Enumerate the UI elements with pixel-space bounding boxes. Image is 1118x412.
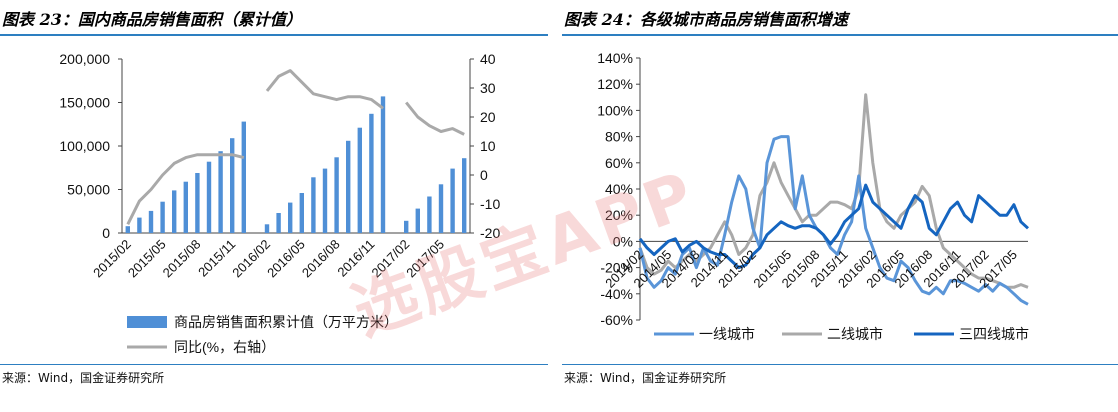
series-line-2 xyxy=(638,93,1029,289)
area-bar xyxy=(427,196,432,233)
legend-bar-label: 商品房销售面积累计值（万平方米） xyxy=(174,314,398,330)
right-bottom-rule xyxy=(562,364,1118,365)
left-bottom-rule xyxy=(0,364,548,365)
y-tick-label: 20% xyxy=(605,207,633,223)
legend-bar-swatch xyxy=(127,316,167,328)
area-bar xyxy=(137,217,142,233)
right-y-tick-label: 40 xyxy=(480,51,496,67)
series-line-3 xyxy=(638,183,1030,270)
area-bar xyxy=(125,226,130,233)
area-bar xyxy=(218,151,223,233)
right-source-note: 来源：Wind，国金证券研究所 xyxy=(564,371,727,385)
area-bar xyxy=(357,127,362,233)
y-tick-label: 60% xyxy=(605,155,633,171)
area-bar xyxy=(322,168,328,233)
area-bar xyxy=(380,96,386,234)
x-tick-label: 2016/08 xyxy=(299,237,343,281)
right-chart: -60%-40%-20%0%20%40%60%80%100%120%140%20… xyxy=(597,50,1030,342)
right-y-tick-label: 20 xyxy=(480,109,496,125)
right-y-tick-label: 10 xyxy=(480,138,496,154)
area-bar xyxy=(299,193,304,233)
right-y-tick-label: 30 xyxy=(480,80,496,96)
right-y-tick-label: -20 xyxy=(480,225,500,241)
x-tick-label: 2015/05 xyxy=(125,237,169,281)
area-bar xyxy=(264,224,270,233)
left-y-tick-label: 50,000 xyxy=(67,182,110,198)
area-bar xyxy=(311,177,316,233)
area-bar xyxy=(334,157,339,233)
area-bar xyxy=(346,140,351,233)
legend-label-2: 二线城市 xyxy=(827,326,883,342)
area-bar xyxy=(172,190,177,233)
area-bar xyxy=(450,168,455,233)
legend-label-1: 一线城市 xyxy=(699,326,755,342)
y-tick-label: 0% xyxy=(613,233,633,249)
yoy-line xyxy=(265,69,384,110)
y-tick-label: 140% xyxy=(597,50,633,66)
right-panel: 图表 24：各级城市商品房销售面积增速 -60% -40% -20% 0% 20% 40%… xyxy=(562,0,1118,412)
y-tick-label: 80% xyxy=(605,129,633,145)
area-bar xyxy=(404,220,409,233)
x-tick-label: 2015/08 xyxy=(160,237,204,281)
left-y-tick-label: 150,000 xyxy=(59,95,110,111)
x-tick-label: 2016/02 xyxy=(229,237,273,281)
left-y-tick-label: 100,000 xyxy=(59,138,110,154)
area-bar xyxy=(206,161,212,233)
area-bar xyxy=(148,210,154,233)
left-top-rule xyxy=(0,34,548,36)
area-bar xyxy=(183,181,188,233)
left-source-note: 来源：Wind，国金证券研究所 xyxy=(2,371,165,385)
y-tick-label: -40% xyxy=(600,286,633,302)
y-tick-label: -60% xyxy=(600,312,633,328)
y-tick-label: -20% xyxy=(600,260,633,276)
x-tick-label: 2017/05 xyxy=(403,237,447,281)
right-y-tick-label: 0 xyxy=(480,167,488,183)
area-bar xyxy=(195,173,200,233)
left-chart: 0 50,000 100,000 150,000 200,000 -20 -10 0 10 20 3… xyxy=(59,51,500,355)
legend-label-3: 三四线城市 xyxy=(959,326,1029,342)
left-y-tick-label: 0 xyxy=(102,225,110,241)
x-tick-label: 2015/02 xyxy=(90,237,134,281)
area-bar xyxy=(369,113,374,233)
area-bar xyxy=(160,201,165,233)
area-bar xyxy=(438,184,444,233)
area-bar xyxy=(415,208,420,233)
y-tick-label: 120% xyxy=(597,76,633,92)
right-top-rule xyxy=(562,34,1118,36)
right-chart-title: 图表 24：各级城市商品房销售面积增速 xyxy=(564,10,848,29)
x-tick-label: 2017/02 xyxy=(368,237,412,281)
x-tick-label: 2016/05 xyxy=(264,237,308,281)
left-y-tick-label: 200,000 xyxy=(59,51,110,67)
area-bar xyxy=(288,202,293,233)
y-tick-label: 40% xyxy=(605,181,633,197)
y-tick-label: 100% xyxy=(597,102,633,118)
left-panel: 图表 23：国内商品房销售面积（累计值） 0 50,000 100,000 150,0… xyxy=(0,0,548,412)
left-chart-title: 图表 23：国内商品房销售面积（累计值） xyxy=(2,10,302,29)
yoy-line xyxy=(405,101,465,136)
legend-line-label: 同比(%，右轴） xyxy=(174,339,275,355)
area-bar xyxy=(230,138,235,233)
area-bar xyxy=(462,158,467,233)
right-y-tick-label: -10 xyxy=(480,196,500,212)
area-bar xyxy=(241,121,246,233)
yoy-line xyxy=(126,153,245,225)
area-bar xyxy=(276,213,281,233)
